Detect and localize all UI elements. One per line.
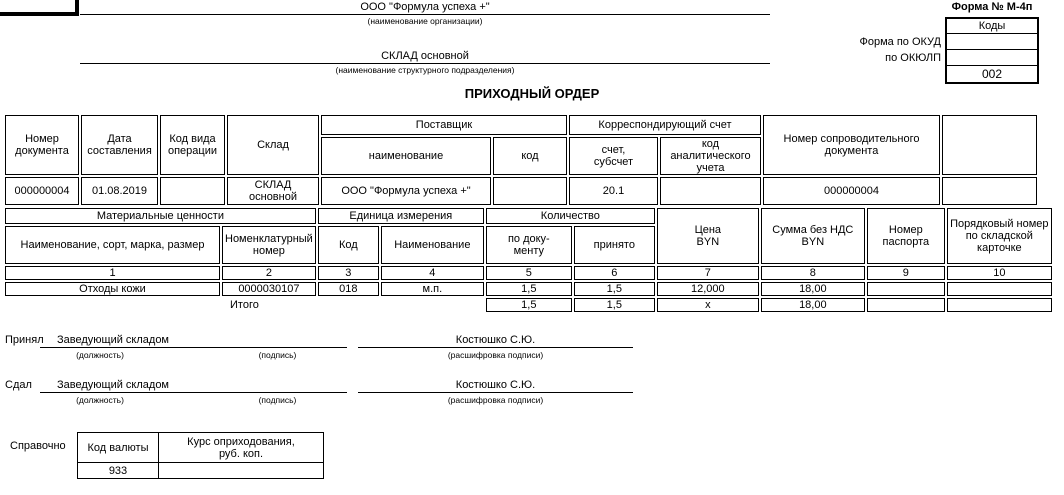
col-header-rate: Курс оприходования, руб. коп. — [158, 432, 324, 463]
col-header-card: Порядковый номер по складской карточке — [946, 208, 1052, 264]
accepted-name: Костюшко С.Ю. — [358, 333, 633, 348]
cell-doc-number: 000000004 — [5, 177, 79, 205]
col-header-supplier-name: наименование — [321, 137, 491, 175]
cell-extra — [942, 177, 1037, 205]
total-qty-accepted: 1,5 — [573, 298, 655, 312]
cell-unit-name: м.п. — [380, 282, 484, 296]
codes-box: Коды 002 — [945, 17, 1039, 84]
col-header-qty-doc: по доку- менту — [485, 226, 572, 264]
okud-label: Форма по ОКУД — [859, 36, 942, 48]
col-number: 4 — [380, 266, 484, 280]
cell-passport — [866, 282, 945, 296]
reference-table: Код валюты Курс оприходования, руб. коп.… — [77, 432, 324, 479]
col-header-sum: Сумма без НДС BYN — [760, 208, 865, 264]
cell-analytic — [660, 177, 761, 205]
col-number: 10 — [946, 266, 1052, 280]
cell-card — [946, 282, 1052, 296]
col-header-material: Материальные ценности — [5, 208, 316, 224]
col-header-material-name: Наименование, сорт, марка, размер — [5, 226, 220, 264]
col-header-supplier: Поставщик — [321, 115, 567, 135]
total-label: Итого — [230, 299, 259, 311]
cell-accomp-doc: 000000004 — [763, 177, 940, 205]
col-header-date: Дата составления — [81, 115, 158, 175]
col-number: 7 — [656, 266, 759, 280]
col-number: 8 — [760, 266, 865, 280]
organization-caption: (наименование организации) — [367, 16, 483, 26]
cell-sum: 18,00 — [760, 282, 865, 296]
department-name: СКЛАД основной — [80, 49, 770, 64]
col-number: 1 — [5, 266, 220, 280]
col-header-price: Цена BYN — [656, 208, 759, 264]
col-header-doc-number: Номер документа — [5, 115, 79, 175]
codes-title: Коды — [947, 19, 1037, 34]
total-qty-doc: 1,5 — [485, 298, 572, 312]
col-header-corr-account: Корреспондирующий счет — [569, 115, 761, 135]
col-header-unit-code: Код — [317, 226, 379, 264]
handed-name-caption: (расшифровка подписи) — [447, 395, 544, 405]
col-number: 6 — [573, 266, 655, 280]
col-header-unit: Единица измерения — [317, 208, 484, 224]
cell-price: 12,000 — [656, 282, 759, 296]
cell-rate — [158, 462, 324, 479]
col-header-warehouse: Склад — [227, 115, 319, 175]
col-header-passport: Номер паспорта — [866, 208, 945, 264]
accepted-action-label: Принял — [5, 334, 44, 346]
cell-warehouse: СКЛАД основной — [227, 177, 319, 205]
cell-date: 01.08.2019 — [81, 177, 158, 205]
col-header-supplier-code: код — [493, 137, 567, 175]
accepted-position: Заведующий складом — [40, 333, 347, 348]
okulp-value-cell — [947, 50, 1037, 66]
col-header-currency-code: Код валюты — [77, 432, 159, 463]
col-number: 5 — [485, 266, 572, 280]
cell-supplier-code — [493, 177, 567, 205]
col-header-accomp-doc: Номер сопроводительного документа — [763, 115, 940, 175]
department-caption: (наименование структурного подразделения… — [335, 65, 515, 75]
cell-material-name: Отходы кожи — [5, 282, 220, 296]
handed-position-caption: (должность) — [76, 395, 124, 405]
total-sum: 18,00 — [760, 298, 865, 312]
materials-table: Материальные ценности Единица измерения … — [3, 206, 1054, 314]
col-header-op-code: Код вида операции — [160, 115, 225, 175]
cell-unit-code: 018 — [317, 282, 379, 296]
document-title: ПРИХОДНЫЙ ОРДЕР — [464, 86, 600, 101]
col-header-extra — [942, 115, 1037, 175]
accepted-position-caption: (должность) — [76, 350, 124, 360]
col-header-accepted: принято — [573, 226, 655, 264]
organization-name: ООО "Формула успеха +" — [80, 0, 770, 15]
okulp-label: по ОКЮЛП — [885, 52, 941, 64]
handed-action-label: Сдал — [5, 379, 32, 391]
col-header-analytic: код аналитического учета — [660, 137, 761, 175]
order-header-table: Номер документа Дата составления Код вид… — [3, 113, 1039, 207]
col-header-quantity: Количество — [485, 208, 655, 224]
handed-position: Заведующий складом — [40, 378, 347, 393]
handed-name: Костюшко С.Ю. — [358, 378, 633, 393]
total-passport — [866, 298, 945, 312]
total-price: х — [656, 298, 759, 312]
col-header-account: счет, субсчет — [569, 137, 658, 175]
form-number-label: Форма № М-4п — [951, 1, 1033, 13]
form-code-value: 002 — [981, 67, 1003, 81]
cell-selection-marker-horizontal — [0, 12, 79, 16]
col-number: 2 — [222, 266, 316, 280]
col-header-unit-name: Наименование — [380, 226, 484, 264]
cell-currency-code: 933 — [77, 462, 159, 479]
reference-label: Справочно — [10, 440, 66, 452]
col-header-nomenclature: Номенклатурный номер — [222, 226, 316, 264]
accepted-name-caption: (расшифровка подписи) — [447, 350, 544, 360]
cell-supplier-name: ООО "Формула успеха +" — [321, 177, 491, 205]
okud-value-cell — [947, 34, 1037, 50]
cell-nomenclature: 0000030107 — [222, 282, 316, 296]
total-card — [946, 298, 1052, 312]
col-number: 3 — [317, 266, 379, 280]
cell-selection-marker-vertical — [75, 0, 79, 16]
cell-qty-accepted: 1,5 — [573, 282, 655, 296]
cell-op-code — [160, 177, 225, 205]
cell-qty-doc: 1,5 — [485, 282, 572, 296]
cell-account: 20.1 — [569, 177, 658, 205]
accepted-sign-caption: (подпись) — [258, 350, 297, 360]
handed-sign-caption: (подпись) — [258, 395, 297, 405]
col-number: 9 — [866, 266, 945, 280]
